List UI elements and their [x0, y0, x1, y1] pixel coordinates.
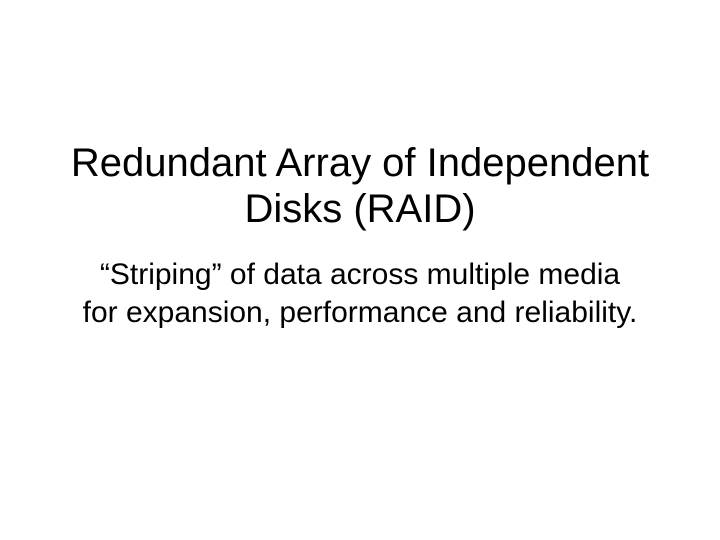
slide-title: Redundant Array of Independent Disks (RA…	[0, 140, 720, 232]
slide-subtitle: “Striping” of data across multiple media…	[0, 256, 720, 331]
